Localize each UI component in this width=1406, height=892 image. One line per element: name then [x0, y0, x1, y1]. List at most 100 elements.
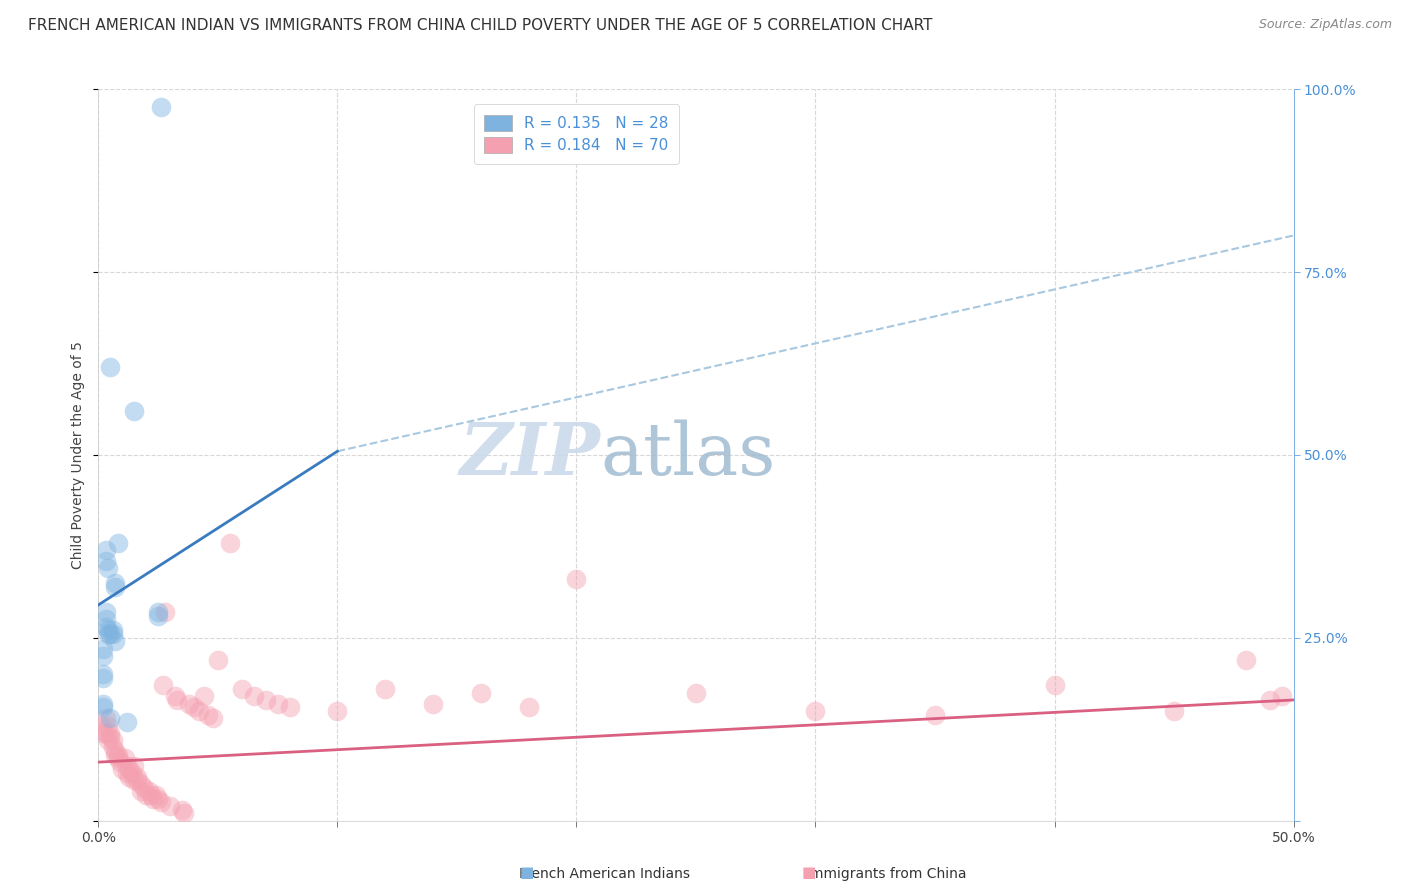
Point	[326, 704, 349, 718]
Text: French American Indians: French American Indians	[519, 867, 690, 881]
Point	[91, 726, 114, 740]
Point	[98, 360, 122, 375]
Point	[202, 711, 225, 725]
Point	[125, 770, 148, 784]
Point	[1043, 678, 1066, 692]
Point	[91, 667, 114, 681]
Point	[91, 700, 114, 714]
Point	[118, 763, 141, 777]
Point	[139, 788, 162, 802]
Point	[142, 791, 165, 805]
Text: atlas: atlas	[600, 419, 776, 491]
Text: Immigrants from China: Immigrants from China	[806, 867, 966, 881]
Point	[924, 707, 946, 722]
Point	[114, 751, 136, 765]
Point	[173, 806, 195, 821]
Point	[97, 561, 120, 575]
Legend: R = 0.135   N = 28, R = 0.184   N = 70: R = 0.135 N = 28, R = 0.184 N = 70	[474, 104, 679, 163]
Point	[149, 101, 172, 115]
Point	[231, 681, 253, 696]
Point	[107, 535, 129, 549]
Point	[155, 605, 177, 619]
Point	[207, 653, 229, 667]
Point	[91, 671, 114, 685]
Point	[104, 580, 127, 594]
Point	[152, 678, 174, 692]
Point	[101, 740, 124, 755]
Point	[125, 773, 148, 788]
Point	[163, 690, 186, 704]
Point	[91, 649, 114, 664]
Point	[97, 627, 120, 641]
Point	[243, 690, 266, 704]
Point	[104, 747, 127, 762]
Point	[101, 733, 124, 747]
Point	[183, 700, 205, 714]
Text: FRENCH AMERICAN INDIAN VS IMMIGRANTS FROM CHINA CHILD POVERTY UNDER THE AGE OF 5: FRENCH AMERICAN INDIAN VS IMMIGRANTS FRO…	[28, 18, 932, 33]
Point	[219, 535, 242, 549]
Point	[565, 572, 588, 586]
Point	[115, 714, 138, 729]
Point	[121, 766, 143, 780]
Point	[104, 634, 127, 648]
Point	[1234, 653, 1257, 667]
Point	[111, 763, 134, 777]
Point	[94, 613, 117, 627]
Point	[118, 770, 141, 784]
Point	[124, 404, 146, 418]
Point	[124, 758, 146, 772]
Point	[1271, 690, 1294, 704]
Point	[193, 690, 215, 704]
Point	[145, 788, 167, 802]
Point	[517, 700, 540, 714]
Point	[94, 711, 117, 725]
Point	[94, 543, 117, 558]
Point	[166, 693, 188, 707]
Point	[132, 780, 155, 795]
Point	[115, 766, 138, 780]
Point	[131, 784, 153, 798]
Point	[97, 624, 120, 638]
Point	[804, 704, 827, 718]
Point	[148, 791, 170, 805]
Text: ZIP: ZIP	[460, 419, 600, 491]
Point	[159, 799, 181, 814]
Point	[90, 718, 112, 732]
Point	[107, 751, 129, 765]
Point	[98, 711, 122, 725]
Point	[97, 733, 120, 747]
Point	[135, 788, 157, 802]
Point	[1258, 693, 1281, 707]
Text: Source: ZipAtlas.com: Source: ZipAtlas.com	[1258, 18, 1392, 31]
Point	[98, 627, 122, 641]
Text: ■: ■	[801, 864, 815, 880]
Point	[254, 693, 277, 707]
Y-axis label: Child Poverty Under the Age of 5: Child Poverty Under the Age of 5	[72, 341, 86, 569]
Point	[187, 704, 209, 718]
Point	[91, 641, 114, 656]
Point	[108, 755, 131, 769]
Point	[101, 624, 124, 638]
Point	[104, 744, 127, 758]
Point	[148, 605, 170, 619]
Point	[115, 758, 138, 772]
Point	[197, 707, 219, 722]
Point	[94, 726, 117, 740]
Point	[104, 576, 127, 591]
Point	[98, 726, 122, 740]
Point	[91, 697, 114, 711]
Point	[278, 700, 301, 714]
Point	[101, 627, 124, 641]
Point	[124, 773, 146, 788]
Point	[1163, 704, 1185, 718]
Point	[267, 697, 290, 711]
Text: ■: ■	[520, 864, 534, 880]
Point	[470, 686, 492, 700]
Point	[94, 605, 117, 619]
Point	[172, 803, 194, 817]
Point	[97, 718, 120, 732]
Point	[138, 784, 160, 798]
Point	[131, 777, 153, 791]
Point	[149, 796, 172, 810]
Point	[94, 554, 117, 568]
